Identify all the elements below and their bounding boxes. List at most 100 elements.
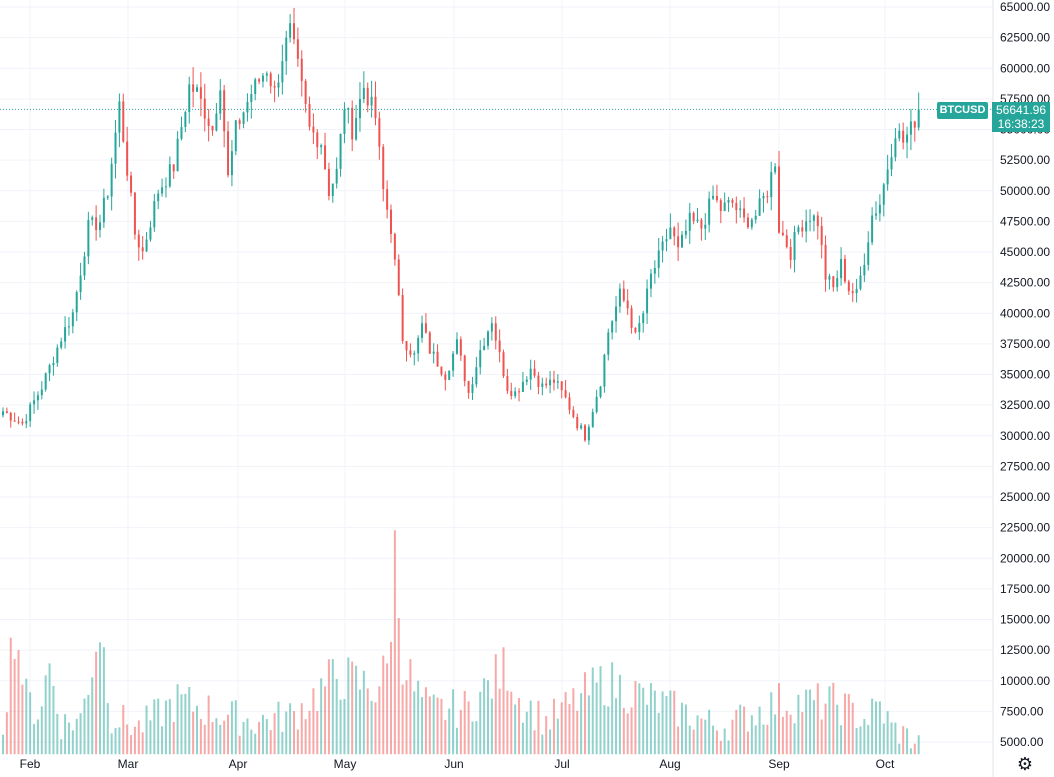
- volume-bar: [184, 693, 187, 755]
- volume-bar: [130, 735, 133, 755]
- volume-bar: [192, 711, 195, 755]
- volume-bar: [390, 641, 392, 755]
- candle: [801, 219, 804, 238]
- volume-bar: [60, 739, 63, 755]
- price-tick-label: 45000.00: [1000, 245, 1050, 259]
- volume-bar: [634, 680, 637, 755]
- volume-bar: [479, 691, 482, 755]
- volume-bar: [273, 713, 276, 755]
- volume-bar: [258, 721, 261, 755]
- volume-bar: [215, 718, 218, 755]
- time-axis[interactable]: Feb Mar Apr May Jun Jul Aug Sep Oct: [20, 757, 895, 771]
- volume-bar: [541, 734, 544, 755]
- price-axis[interactable]: 65000.0062500.0060000.0057500.0055000.00…: [1000, 0, 1050, 749]
- price-tick-label: 27500.00: [1000, 459, 1050, 473]
- volume-bar: [642, 687, 645, 755]
- candle: [390, 204, 392, 243]
- candle: [254, 77, 257, 101]
- volume-bar: [646, 704, 649, 755]
- volume-bar: [246, 718, 249, 755]
- candle: [304, 79, 307, 113]
- volume-bar: [91, 677, 94, 755]
- candle: [161, 178, 164, 197]
- volume-bar: [463, 690, 466, 755]
- volume-bar: [110, 733, 113, 755]
- volume-bar: [312, 688, 315, 755]
- volume-bar: [875, 701, 877, 755]
- volume-bar: [595, 682, 598, 755]
- candle: [351, 100, 354, 152]
- volume-bar: [735, 709, 738, 755]
- volume-bar: [242, 721, 245, 755]
- candle: [75, 290, 78, 322]
- candle: [882, 182, 885, 217]
- candle: [145, 231, 148, 252]
- volume-bar: [809, 689, 812, 755]
- candle: [331, 183, 334, 203]
- volume-bar: [75, 718, 78, 755]
- candle: [378, 111, 381, 160]
- candle: [277, 74, 280, 97]
- volume-bar: [673, 690, 676, 755]
- volume-bar: [568, 703, 571, 755]
- candle: [157, 189, 160, 210]
- volume-bar: [48, 663, 51, 755]
- candle: [327, 162, 330, 201]
- volume-bar: [467, 701, 470, 755]
- candle: [467, 380, 470, 399]
- candle: [130, 171, 133, 197]
- candle: [223, 84, 226, 148]
- volume-bar: [898, 743, 901, 755]
- volume-bar: [455, 727, 458, 755]
- candle: [886, 154, 889, 191]
- volume-bar: [36, 719, 39, 755]
- volume-bar: [599, 666, 602, 755]
- volume-bar: [778, 683, 780, 755]
- volume-bar: [157, 698, 160, 755]
- candle: [754, 209, 757, 224]
- volume-bar: [878, 701, 881, 755]
- volume-bar: [913, 743, 916, 755]
- candle: [56, 344, 59, 367]
- candle: [502, 349, 505, 379]
- candle: [149, 220, 152, 242]
- candle: [215, 102, 218, 132]
- candle: [269, 71, 272, 94]
- candle: [494, 316, 497, 350]
- volume-bar: [832, 682, 835, 755]
- candle: [137, 229, 140, 261]
- volume-bar: [355, 665, 358, 755]
- candle: [552, 370, 555, 391]
- candle: [471, 376, 474, 401]
- volume-bar: [358, 689, 361, 755]
- candle: [669, 213, 672, 240]
- settings-gear-icon[interactable]: ⚙: [1016, 754, 1034, 775]
- candle: [766, 190, 769, 204]
- candle: [133, 191, 136, 240]
- volume-bar: [564, 691, 567, 755]
- volume-bar: [843, 693, 846, 755]
- volume-bar: [172, 721, 175, 755]
- volume-bar: [374, 702, 377, 755]
- candle: [762, 192, 765, 213]
- volume-bar: [261, 714, 264, 755]
- volume-bar: [514, 704, 517, 755]
- volume-bar: [580, 693, 583, 755]
- candle: [17, 416, 20, 425]
- price-tick-label: 37500.00: [1000, 337, 1050, 351]
- volume-bar: [168, 699, 171, 755]
- candle: [335, 157, 338, 189]
- candle: [386, 180, 389, 219]
- volume-bar: [801, 712, 804, 755]
- volume-bar: [432, 694, 435, 755]
- candle: [436, 344, 439, 367]
- candle: [615, 296, 618, 333]
- volume-bar: [2, 734, 4, 755]
- volume-bar: [723, 728, 726, 755]
- candle: [521, 371, 524, 392]
- price-tick-label: 7500.00: [1000, 704, 1044, 718]
- volume-bar: [223, 720, 226, 755]
- candle: [549, 371, 552, 394]
- volume-bar: [145, 705, 148, 755]
